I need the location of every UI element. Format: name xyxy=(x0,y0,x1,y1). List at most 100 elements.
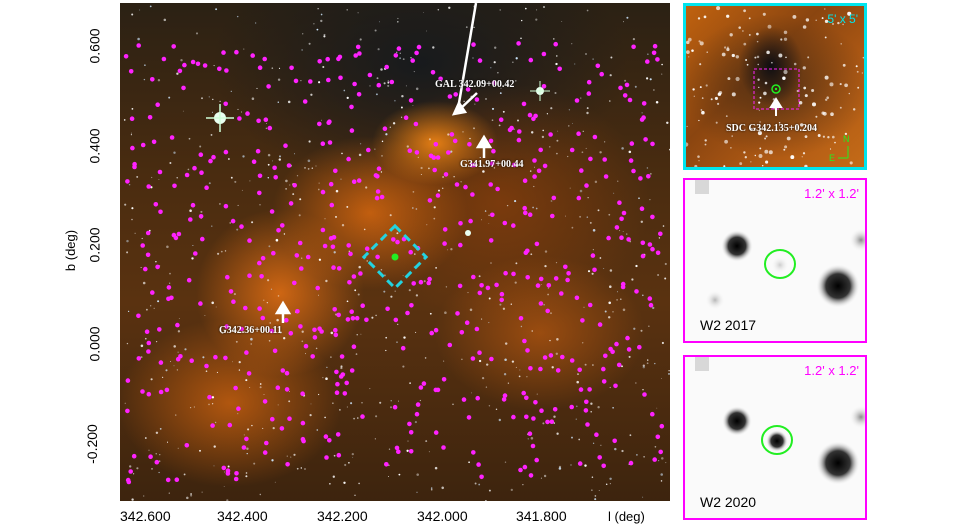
catalog-marker xyxy=(516,137,522,143)
catalog-marker xyxy=(143,266,148,272)
catalog-marker xyxy=(128,469,133,474)
catalog-marker xyxy=(350,316,356,321)
catalog-marker xyxy=(503,270,508,276)
catalog-marker xyxy=(485,285,491,291)
catalog-marker xyxy=(287,416,292,422)
catalog-marker xyxy=(326,120,331,125)
catalog-marker xyxy=(418,385,424,390)
catalog-marker xyxy=(576,131,581,136)
catalog-marker xyxy=(511,271,516,277)
catalog-marker xyxy=(347,280,352,285)
catalog-marker xyxy=(599,71,604,77)
catalog-marker xyxy=(627,97,633,103)
catalog-marker xyxy=(647,242,653,247)
catalog-marker xyxy=(327,438,332,443)
catalog-marker xyxy=(655,434,661,440)
catalog-marker xyxy=(414,50,419,56)
catalog-marker xyxy=(548,353,554,358)
catalog-marker xyxy=(501,397,507,402)
catalog-marker xyxy=(553,41,558,47)
catalog-marker xyxy=(560,354,565,360)
catalog-marker xyxy=(271,250,276,256)
catalog-marker xyxy=(169,135,175,140)
catalog-marker xyxy=(465,87,471,92)
catalog-marker xyxy=(586,79,592,85)
catalog-marker xyxy=(221,465,227,471)
catalog-marker xyxy=(471,42,476,47)
source-circle xyxy=(771,84,781,94)
catalog-marker xyxy=(640,240,646,246)
catalog-marker xyxy=(597,322,603,327)
catalog-marker xyxy=(375,254,380,260)
catalog-marker xyxy=(427,198,433,203)
catalog-marker xyxy=(601,463,606,469)
catalog-marker xyxy=(542,163,548,169)
catalog-marker xyxy=(300,436,306,442)
catalog-marker xyxy=(441,445,446,450)
catalog-marker xyxy=(260,255,266,261)
main-sky-image: GAL 342.09+00.42 G341.97+00.44 G342.36+0… xyxy=(120,3,670,501)
catalog-marker xyxy=(507,127,513,133)
catalog-marker xyxy=(626,237,631,242)
catalog-marker xyxy=(158,360,164,365)
catalog-marker xyxy=(407,148,413,153)
bright-star xyxy=(530,81,550,101)
catalog-marker xyxy=(184,172,190,178)
catalog-marker xyxy=(601,366,606,372)
main-sky-overlay xyxy=(123,3,670,501)
catalog-marker xyxy=(333,327,338,333)
x-axis-label: l (deg) xyxy=(608,509,645,524)
catalog-marker xyxy=(349,309,354,315)
catalog-marker xyxy=(312,335,318,340)
catalog-marker xyxy=(563,264,568,270)
y-tick-label: 0.400 xyxy=(86,128,103,164)
catalog-marker xyxy=(223,203,229,209)
catalog-marker xyxy=(466,415,472,420)
catalog-marker xyxy=(349,368,355,373)
overview-size-label: 5' x 5' xyxy=(827,12,858,26)
catalog-marker xyxy=(546,283,552,288)
catalog-marker xyxy=(394,445,400,451)
x-tick-label: 342.000 xyxy=(417,508,468,524)
catalog-marker xyxy=(158,389,164,395)
catalog-marker xyxy=(522,205,527,211)
catalog-marker xyxy=(239,326,244,332)
label-g342: G342.36+00.11 xyxy=(219,325,282,336)
catalog-marker xyxy=(624,82,630,88)
catalog-marker xyxy=(360,303,365,309)
catalog-marker xyxy=(367,72,373,78)
catalog-marker xyxy=(233,385,238,391)
catalog-marker xyxy=(337,54,343,60)
catalog-marker xyxy=(275,385,281,391)
catalog-marker xyxy=(199,170,204,175)
catalog-marker xyxy=(186,277,192,283)
catalog-marker xyxy=(555,368,561,373)
catalog-marker xyxy=(433,387,439,393)
catalog-marker xyxy=(336,452,342,458)
catalog-marker xyxy=(396,449,401,455)
catalog-marker xyxy=(518,316,524,321)
catalog-marker xyxy=(157,327,162,332)
catalog-marker xyxy=(300,420,306,426)
field-star xyxy=(722,406,752,436)
catalog-marker xyxy=(518,467,523,473)
catalog-marker xyxy=(489,161,495,166)
catalog-marker xyxy=(580,318,585,323)
catalog-marker xyxy=(652,43,658,49)
catalog-marker xyxy=(317,59,322,64)
catalog-marker xyxy=(408,449,414,454)
catalog-marker xyxy=(528,366,533,371)
catalog-marker xyxy=(533,400,538,405)
catalog-marker xyxy=(477,290,483,296)
catalog-marker xyxy=(130,145,135,151)
catalog-marker xyxy=(233,476,239,482)
catalog-marker xyxy=(541,84,547,89)
catalog-marker xyxy=(415,402,421,407)
catalog-marker xyxy=(299,266,304,271)
catalog-marker xyxy=(257,173,263,179)
catalog-marker xyxy=(447,94,453,99)
catalog-marker xyxy=(618,85,623,91)
catalog-marker xyxy=(190,59,196,65)
y-tick-label: 0.600 xyxy=(86,28,103,64)
catalog-marker xyxy=(452,138,458,144)
